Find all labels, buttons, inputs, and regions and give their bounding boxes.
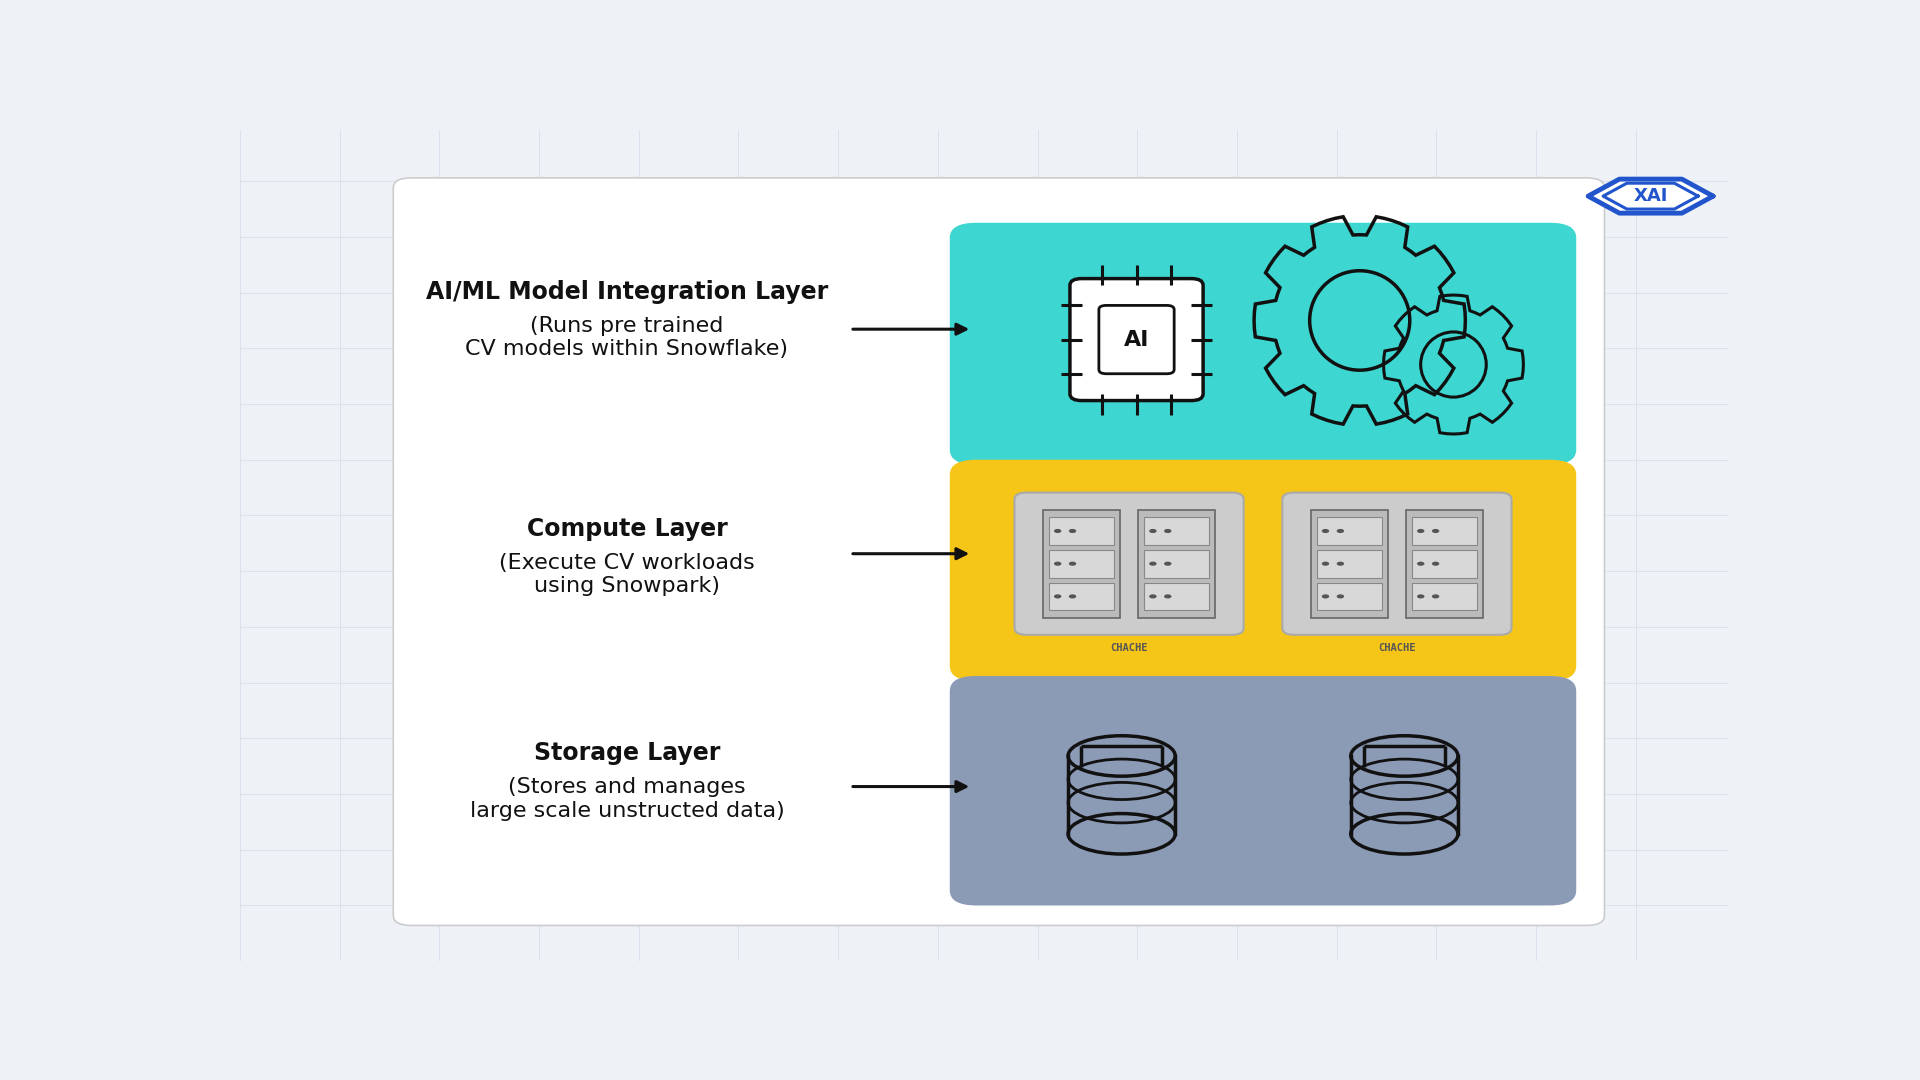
FancyBboxPatch shape xyxy=(1043,510,1119,618)
Circle shape xyxy=(1321,594,1329,598)
FancyBboxPatch shape xyxy=(394,178,1605,926)
FancyBboxPatch shape xyxy=(1139,510,1215,618)
FancyBboxPatch shape xyxy=(1317,550,1382,578)
Polygon shape xyxy=(1588,179,1713,213)
Text: CHACHE: CHACHE xyxy=(1379,643,1415,653)
FancyBboxPatch shape xyxy=(1098,306,1175,374)
FancyBboxPatch shape xyxy=(1048,550,1114,578)
Circle shape xyxy=(1069,529,1077,534)
FancyBboxPatch shape xyxy=(950,676,1576,905)
Circle shape xyxy=(1417,562,1425,566)
Circle shape xyxy=(1150,529,1156,534)
Text: AI: AI xyxy=(1123,329,1150,350)
Circle shape xyxy=(1432,562,1440,566)
FancyBboxPatch shape xyxy=(1144,582,1210,610)
Text: CHACHE: CHACHE xyxy=(1110,643,1148,653)
Circle shape xyxy=(1417,529,1425,534)
Circle shape xyxy=(1069,562,1077,566)
Circle shape xyxy=(1321,529,1329,534)
FancyBboxPatch shape xyxy=(1411,582,1476,610)
FancyBboxPatch shape xyxy=(1317,517,1382,544)
FancyBboxPatch shape xyxy=(1311,510,1388,618)
Circle shape xyxy=(1054,562,1062,566)
FancyBboxPatch shape xyxy=(1144,517,1210,544)
Text: (Execute CV workloads
using Snowpark): (Execute CV workloads using Snowpark) xyxy=(499,553,755,596)
Circle shape xyxy=(1321,562,1329,566)
Circle shape xyxy=(1164,529,1171,534)
Circle shape xyxy=(1336,562,1344,566)
Circle shape xyxy=(1432,594,1440,598)
FancyBboxPatch shape xyxy=(1144,550,1210,578)
FancyBboxPatch shape xyxy=(1411,517,1476,544)
Circle shape xyxy=(1164,562,1171,566)
FancyBboxPatch shape xyxy=(1405,510,1484,618)
Circle shape xyxy=(1336,594,1344,598)
FancyBboxPatch shape xyxy=(1014,492,1244,635)
Text: (Stores and manages
large scale unstructed data): (Stores and manages large scale unstruct… xyxy=(470,778,783,821)
Circle shape xyxy=(1054,529,1062,534)
FancyBboxPatch shape xyxy=(1283,492,1511,635)
Circle shape xyxy=(1336,529,1344,534)
Circle shape xyxy=(1164,594,1171,598)
Text: XAI: XAI xyxy=(1634,187,1668,205)
Circle shape xyxy=(1432,529,1440,534)
Circle shape xyxy=(1054,594,1062,598)
FancyBboxPatch shape xyxy=(1048,582,1114,610)
Circle shape xyxy=(1417,594,1425,598)
Text: Compute Layer: Compute Layer xyxy=(526,516,728,541)
FancyBboxPatch shape xyxy=(950,222,1576,464)
Text: Storage Layer: Storage Layer xyxy=(534,741,720,766)
FancyBboxPatch shape xyxy=(1317,582,1382,610)
Circle shape xyxy=(1150,594,1156,598)
Circle shape xyxy=(1069,594,1077,598)
Circle shape xyxy=(1150,562,1156,566)
FancyBboxPatch shape xyxy=(1411,550,1476,578)
Text: AI/ML Model Integration Layer: AI/ML Model Integration Layer xyxy=(426,280,828,303)
Text: (Runs pre trained
CV models within Snowflake): (Runs pre trained CV models within Snowf… xyxy=(465,315,789,359)
FancyBboxPatch shape xyxy=(1069,279,1204,401)
FancyBboxPatch shape xyxy=(950,460,1576,681)
FancyBboxPatch shape xyxy=(1048,517,1114,544)
